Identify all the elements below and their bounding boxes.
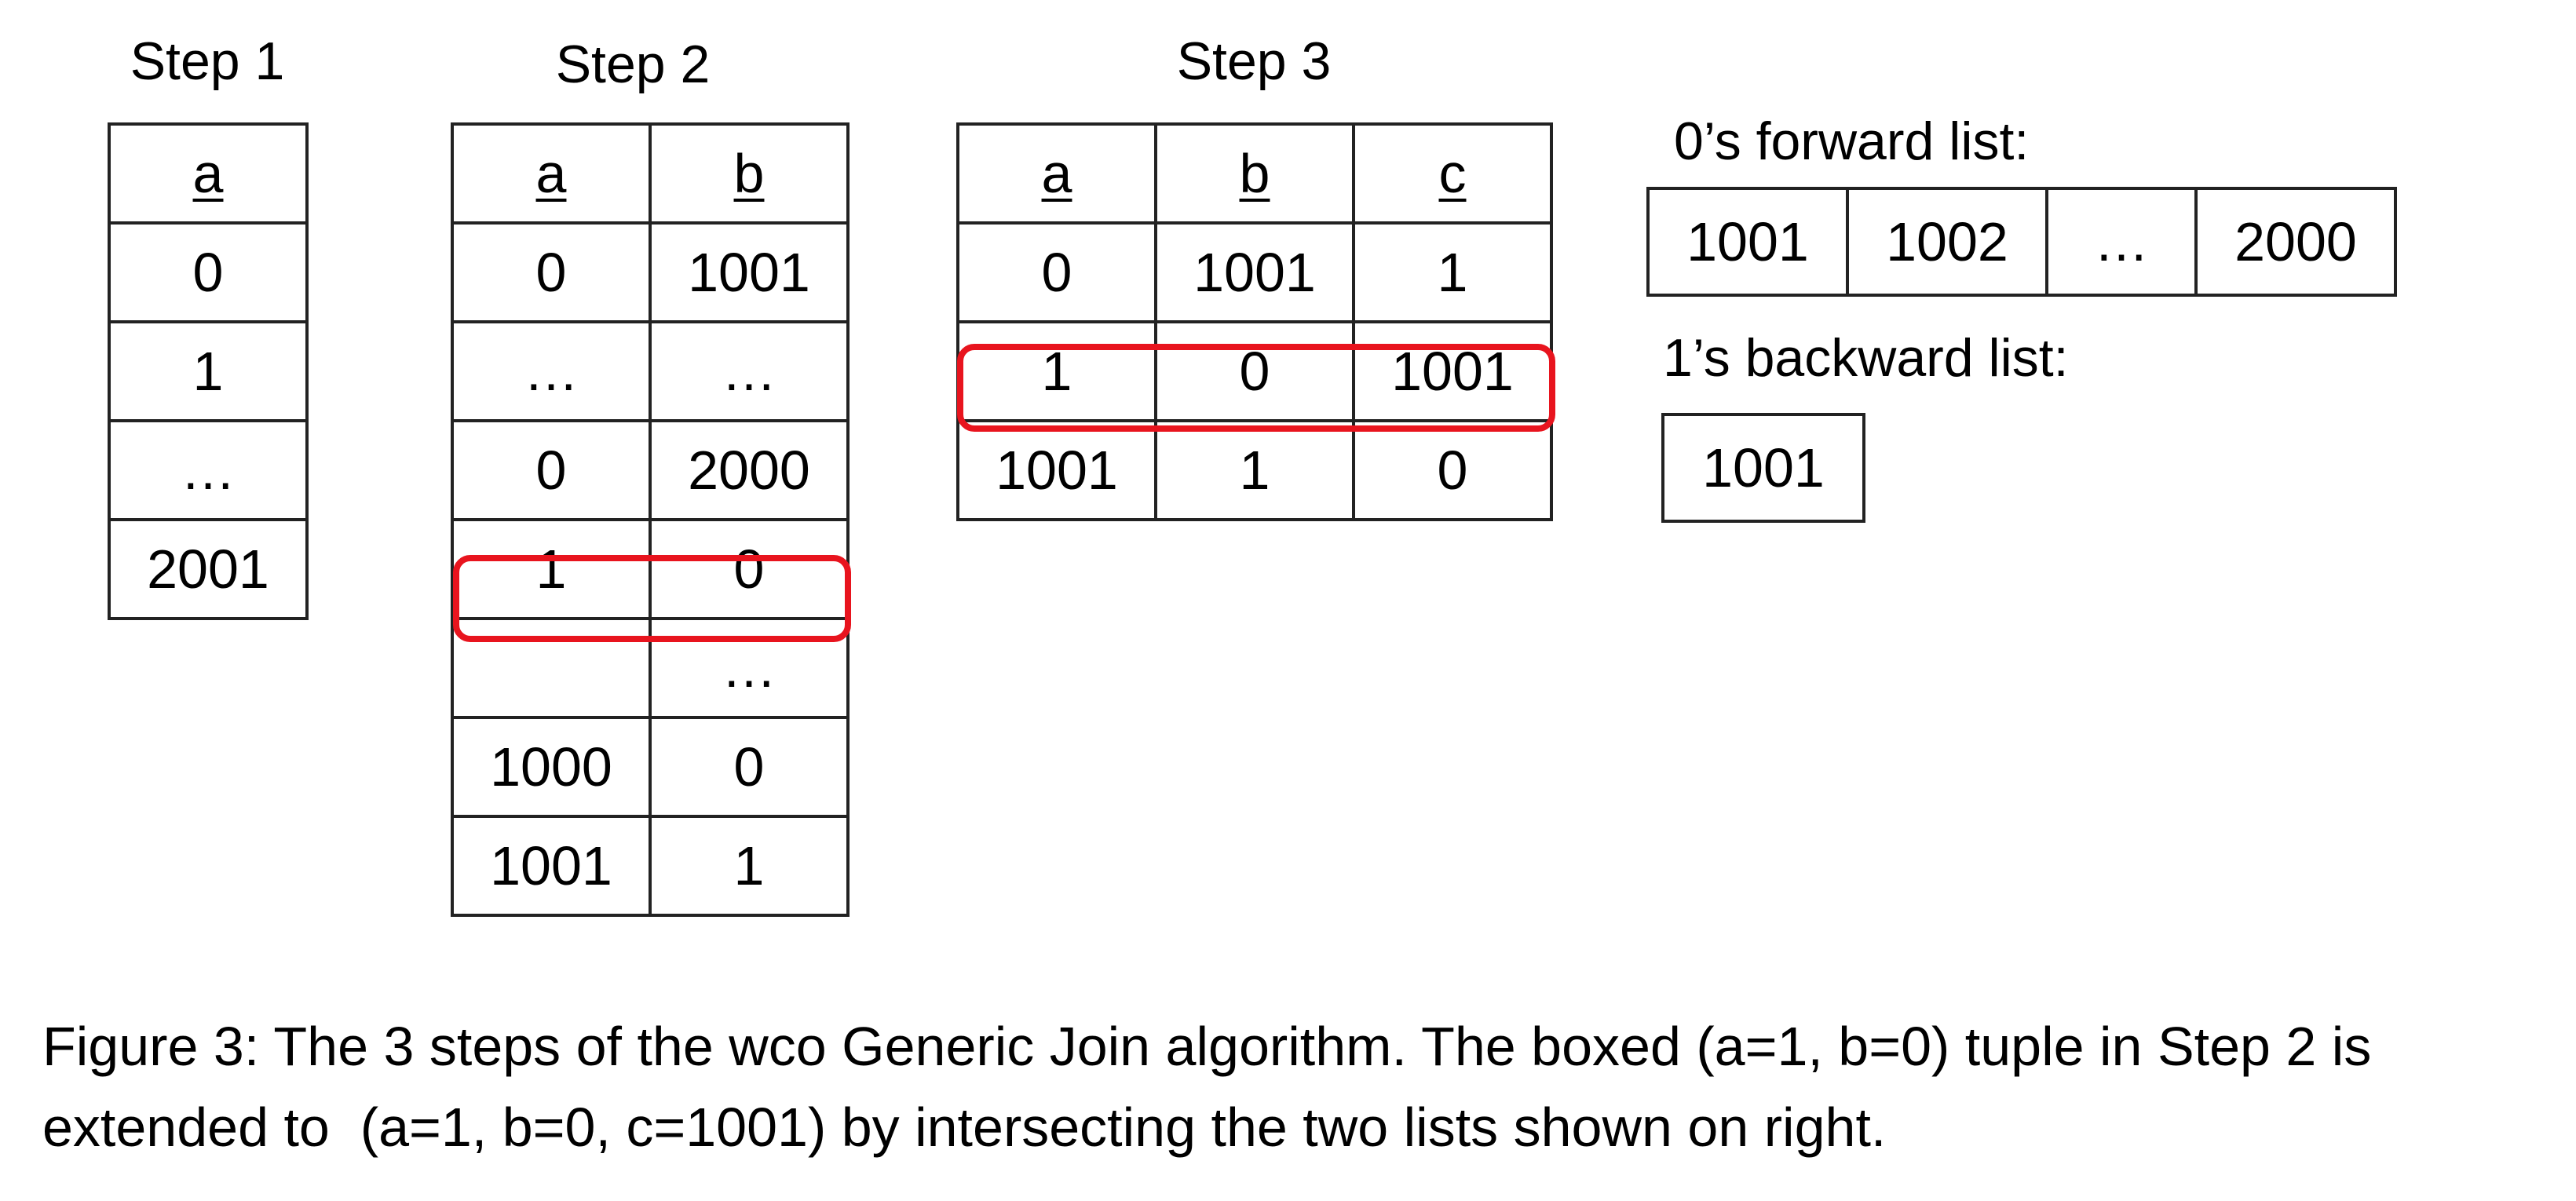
step3-cell: 1: [1352, 221, 1553, 323]
forward-list: 1001 1002 … 2000: [1646, 187, 2397, 297]
step2-header-b: b: [649, 122, 850, 225]
step1-header-a: a: [108, 122, 309, 225]
forward-list-item: 2000: [2194, 187, 2397, 297]
step2-header-a: a: [451, 122, 652, 225]
step2-cell: 1000: [451, 716, 652, 818]
backward-list-item: 1001: [1661, 413, 1865, 523]
backward-list-label: 1’s backward list:: [1663, 328, 2069, 388]
step3-cell: 1001: [956, 419, 1157, 521]
step1-cell: 2001: [108, 518, 309, 620]
step3-cell: 1001: [1352, 320, 1553, 422]
step2-cell: 1: [451, 518, 652, 620]
step2-cell: 0: [649, 716, 850, 818]
step2-cell: [451, 617, 652, 719]
step2-title: Step 2: [555, 35, 711, 94]
step2-cell: 2000: [649, 419, 850, 521]
step3-cell: 0: [1352, 419, 1553, 521]
step3-cell: 1: [1154, 419, 1355, 521]
backward-list: 1001: [1661, 413, 1865, 523]
forward-list-label: 0’s forward list:: [1674, 111, 2030, 171]
step2-cell: 0: [649, 518, 850, 620]
step2-cell: …: [649, 617, 850, 719]
step1-cell: 1: [108, 320, 309, 422]
step2-cell: 0: [451, 221, 652, 323]
step2-cell: …: [649, 320, 850, 422]
step3-table: a b c 0 1001 1 1 0 1001 1001 1 0: [956, 122, 1553, 521]
step2-cell: 1: [649, 815, 850, 917]
step3-cell: 0: [956, 221, 1157, 323]
step1-title: Step 1: [130, 31, 285, 91]
step1-cell: …: [108, 419, 309, 521]
step3-title: Step 3: [1176, 31, 1332, 91]
step3-cell: 1001: [1154, 221, 1355, 323]
step2-cell: 1001: [649, 221, 850, 323]
step3-header-c: c: [1352, 122, 1553, 225]
step3-header-a: a: [956, 122, 1157, 225]
caption-line-2: extended to (a=1, b=0, c=1001) by inters…: [42, 1097, 1887, 1158]
forward-list-item: …: [2045, 187, 2198, 297]
figure-caption: Figure 3: The 3 steps of the wco Generic…: [42, 1006, 2371, 1168]
step2-cell: …: [451, 320, 652, 422]
caption-line-1: Figure 3: The 3 steps of the wco Generic…: [42, 1016, 2372, 1077]
step2-cell: 1001: [451, 815, 652, 917]
step1-table: a 0 1 … 2001: [108, 122, 309, 620]
step2-cell: 0: [451, 419, 652, 521]
step3-cell: 0: [1154, 320, 1355, 422]
step3-header-b: b: [1154, 122, 1355, 225]
step3-cell: 1: [956, 320, 1157, 422]
step1-cell: 0: [108, 221, 309, 323]
forward-list-item: 1002: [1846, 187, 2048, 297]
forward-list-item: 1001: [1646, 187, 1849, 297]
